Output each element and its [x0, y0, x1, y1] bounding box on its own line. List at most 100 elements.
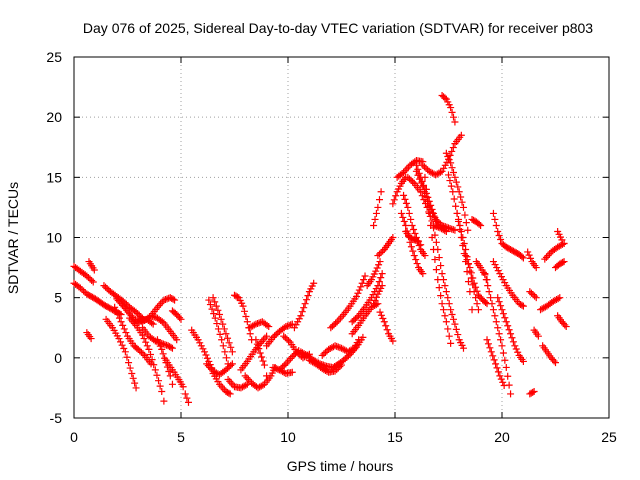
- data-point: [495, 298, 503, 306]
- data-point: [459, 234, 467, 241]
- data-point: [370, 221, 378, 229]
- data-point: [372, 267, 380, 275]
- data-point: [451, 173, 459, 181]
- data-point: [205, 296, 213, 304]
- data-point: [335, 316, 343, 324]
- data-point: [263, 372, 271, 380]
- data-point: [128, 369, 136, 377]
- data-point: [529, 388, 537, 396]
- data-point: [224, 334, 232, 342]
- data-point: [499, 310, 507, 318]
- data-point: [84, 274, 92, 282]
- data-point: [459, 203, 467, 211]
- data-point: [452, 178, 460, 186]
- data-point: [271, 332, 279, 340]
- data-series: [290, 279, 318, 332]
- data-point: [525, 251, 533, 259]
- data-point: [500, 382, 508, 390]
- data-point: [508, 334, 516, 342]
- data-point: [176, 314, 184, 322]
- data-point: [310, 279, 318, 287]
- data-point: [451, 118, 459, 126]
- data-point: [389, 200, 397, 208]
- data-point: [225, 389, 233, 397]
- data-point: [348, 318, 356, 326]
- data-point: [379, 315, 387, 323]
- data-point: [240, 307, 248, 315]
- data-point: [80, 287, 88, 295]
- data-point: [437, 292, 445, 300]
- data-point: [298, 308, 306, 316]
- data-point: [355, 286, 363, 294]
- data-point: [228, 348, 236, 356]
- data-point: [464, 260, 472, 268]
- data-point: [169, 295, 177, 303]
- data-point: [431, 231, 439, 239]
- data-point: [449, 113, 457, 121]
- data-point: [257, 318, 265, 326]
- data-point: [138, 331, 146, 339]
- data-point: [330, 321, 338, 329]
- data-point: [287, 354, 295, 362]
- data-point: [462, 246, 470, 254]
- data-point: [78, 286, 86, 294]
- data-point: [344, 352, 352, 360]
- data-point: [290, 324, 298, 332]
- data-series: [181, 390, 192, 406]
- data-point: [497, 236, 505, 244]
- data-series: [318, 336, 363, 359]
- data-point: [434, 221, 442, 229]
- data-point: [321, 348, 329, 356]
- data-point: [474, 306, 482, 314]
- data-point: [491, 215, 499, 223]
- data-point: [353, 313, 361, 321]
- data-point: [255, 345, 263, 353]
- data-series: [481, 270, 515, 398]
- data-point: [442, 149, 450, 157]
- data-point: [282, 323, 290, 331]
- data-series: [134, 294, 179, 326]
- data-point: [407, 243, 415, 251]
- data-point: [440, 164, 448, 172]
- data-point: [511, 342, 519, 350]
- data-point: [501, 314, 509, 322]
- data-point: [371, 296, 379, 304]
- data-point: [100, 282, 108, 290]
- data-point: [242, 313, 250, 321]
- data-point: [263, 321, 271, 329]
- data-series: [430, 224, 467, 352]
- data-point: [153, 336, 161, 344]
- data-point: [560, 258, 568, 266]
- data-point: [468, 306, 476, 314]
- data-point: [447, 182, 455, 190]
- data-series: [468, 215, 485, 229]
- data-point: [378, 282, 386, 290]
- data-point: [438, 167, 446, 175]
- data-point: [125, 359, 133, 367]
- data-point: [448, 147, 456, 155]
- data-series: [530, 326, 542, 340]
- data-point: [354, 289, 362, 297]
- data-point: [194, 336, 202, 344]
- data-point: [159, 350, 167, 358]
- data-point: [142, 338, 150, 346]
- data-point: [466, 264, 474, 272]
- data-point: [115, 335, 123, 343]
- data-point: [150, 361, 158, 369]
- data-point: [241, 372, 249, 380]
- data-point: [166, 372, 174, 380]
- data-point: [412, 161, 420, 169]
- data-point: [518, 301, 526, 309]
- chart-title: Day 076 of 2025, Sidereal Day-to-day VTE…: [83, 20, 593, 36]
- data-point: [269, 363, 277, 371]
- data-point: [149, 312, 157, 320]
- data-point: [459, 344, 467, 352]
- data-point: [134, 310, 142, 318]
- data-point: [492, 221, 500, 229]
- data-series: [438, 92, 459, 126]
- data-point: [126, 364, 134, 372]
- data-point: [216, 330, 224, 338]
- data-point: [489, 352, 497, 360]
- data-point: [504, 322, 512, 330]
- data-point: [160, 397, 168, 405]
